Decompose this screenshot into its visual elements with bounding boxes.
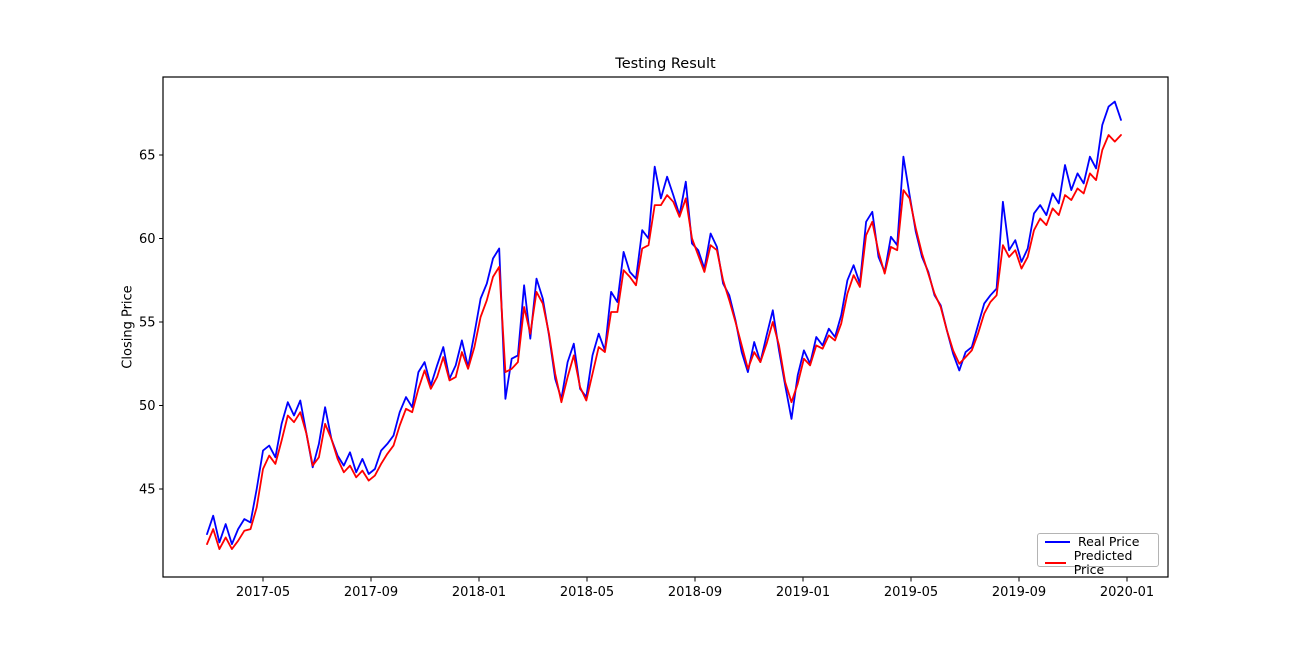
x-tick-label: 2019-05	[884, 585, 938, 600]
predicted-price-line-icon	[1045, 562, 1066, 564]
series-line-predicted-price	[206, 134, 1122, 550]
chart-title: Testing Result	[615, 56, 716, 72]
x-tick-label: 2017-05	[236, 585, 290, 600]
y-tick-label: 60	[139, 232, 156, 247]
legend-item-real-price: Real Price	[1045, 535, 1151, 549]
y-tick-label: 45	[139, 483, 156, 498]
x-tick-label: 2020-01	[1100, 585, 1154, 600]
y-tick-label: 50	[139, 399, 156, 414]
legend-item-predicted-price: Predicted Price	[1045, 549, 1151, 577]
real-price-line-icon	[1045, 541, 1070, 543]
y-tick-label: 55	[139, 316, 156, 331]
legend: Real Price Predicted Price	[1037, 533, 1159, 577]
plot-border	[162, 76, 1169, 578]
x-tick-label: 2019-01	[776, 585, 830, 600]
x-tick-label: 2018-05	[560, 585, 614, 600]
legend-label-predicted-price: Predicted Price	[1073, 548, 1133, 577]
y-tick-label: 65	[139, 149, 156, 164]
x-tick-label: 2018-09	[668, 585, 722, 600]
series-line-real-price	[206, 100, 1122, 545]
x-tick-label: 2018-01	[452, 585, 506, 600]
x-tick-label: 2019-09	[992, 585, 1046, 600]
x-tick-label: 2017-09	[344, 585, 398, 600]
legend-label-real-price: Real Price	[1078, 534, 1140, 549]
